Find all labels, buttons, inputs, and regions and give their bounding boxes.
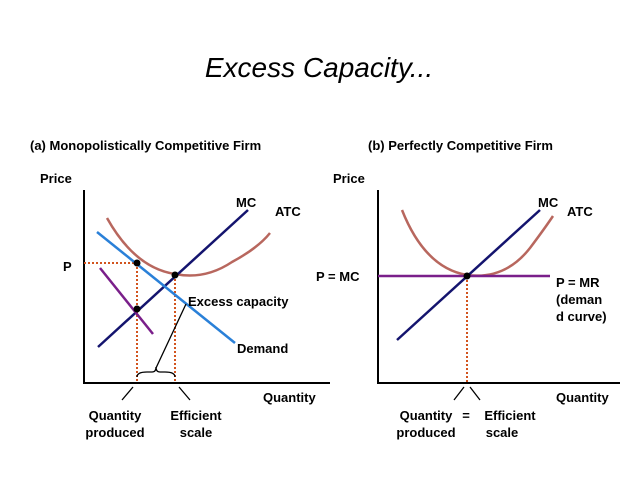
label-ticks bbox=[453, 386, 481, 401]
point bbox=[171, 271, 179, 279]
pointer bbox=[155, 303, 187, 369]
mc-label: MC bbox=[538, 195, 559, 210]
y-axis-label: Price bbox=[333, 171, 365, 186]
quantity-label: Quantity bbox=[400, 408, 453, 423]
point bbox=[133, 305, 141, 313]
mc-curve bbox=[97, 209, 249, 348]
equals: = bbox=[462, 408, 470, 423]
efficient-label: Efficient bbox=[484, 408, 536, 423]
demand-label: (deman bbox=[556, 292, 602, 307]
demand-label: d curve) bbox=[556, 309, 607, 324]
quantity-label: produced bbox=[85, 425, 144, 440]
y-axis-label: Price bbox=[40, 171, 72, 186]
panel-heading: (a) Monopolistically Competitive Firm bbox=[30, 138, 261, 153]
price-label: P bbox=[63, 259, 72, 274]
panel-a: (a) Monopolistically Competitive Firm Pr… bbox=[30, 138, 330, 440]
panel-b: (b) Perfectly Competitive Firm Price Qua… bbox=[316, 138, 620, 440]
quantity-label: produced bbox=[396, 425, 455, 440]
atc-label: ATC bbox=[275, 204, 301, 219]
demand-curve bbox=[96, 231, 236, 344]
efficient-label: Efficient bbox=[170, 408, 222, 423]
demand-label: P = MR bbox=[556, 275, 600, 290]
point bbox=[133, 259, 141, 267]
atc-label: ATC bbox=[567, 204, 593, 219]
demand-label: Demand bbox=[237, 341, 288, 356]
guide-lines bbox=[84, 262, 176, 383]
price-label: P = MC bbox=[316, 269, 360, 284]
mc-label: MC bbox=[236, 195, 257, 210]
panel-heading: (b) Perfectly Competitive Firm bbox=[368, 138, 553, 153]
label-ticks bbox=[121, 386, 191, 401]
efficient-label: scale bbox=[486, 425, 519, 440]
x-axis-label: Quantity bbox=[556, 390, 609, 405]
mr-curve bbox=[99, 267, 154, 335]
excess-label: Excess capacity bbox=[188, 294, 289, 309]
point bbox=[463, 272, 471, 280]
efficient-label: scale bbox=[180, 425, 213, 440]
axes bbox=[83, 190, 330, 384]
atc-curve bbox=[400, 209, 555, 277]
axes bbox=[377, 190, 620, 384]
atc-curve bbox=[105, 217, 271, 277]
quantity-label: Quantity bbox=[89, 408, 142, 423]
x-axis-label: Quantity bbox=[263, 390, 316, 405]
title: Excess Capacity... bbox=[205, 52, 433, 83]
